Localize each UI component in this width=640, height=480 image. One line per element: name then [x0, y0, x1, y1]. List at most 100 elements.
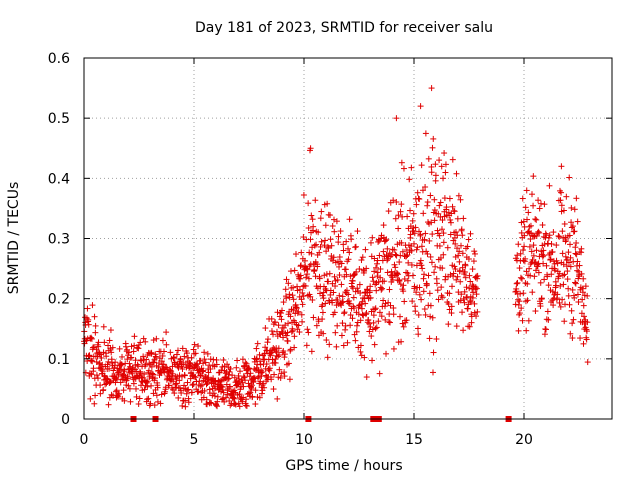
data-point — [315, 229, 322, 236]
data-point — [428, 169, 435, 176]
data-point — [321, 272, 328, 279]
data-point — [519, 317, 526, 324]
data-point — [328, 242, 335, 249]
data-point — [224, 387, 231, 394]
data-point — [336, 272, 343, 279]
data-point — [229, 372, 236, 379]
data-point — [304, 271, 311, 278]
data-point — [566, 174, 573, 181]
data-point — [287, 347, 294, 354]
data-point — [271, 371, 278, 378]
data-point — [374, 260, 381, 267]
data-point — [97, 390, 104, 397]
data-point — [553, 257, 560, 264]
data-point — [409, 217, 416, 224]
data-point — [520, 218, 527, 225]
data-point — [447, 271, 454, 278]
data-point — [136, 368, 143, 375]
data-point — [554, 291, 561, 298]
data-point — [285, 320, 292, 327]
data-point — [308, 212, 315, 219]
data-point — [256, 394, 263, 401]
data-point — [103, 353, 110, 360]
data-point — [179, 402, 186, 409]
data-point — [312, 197, 319, 204]
data-point — [286, 376, 293, 383]
data-point — [120, 387, 127, 394]
data-point — [360, 312, 367, 319]
data-point — [94, 375, 101, 382]
data-point — [95, 339, 102, 346]
data-point — [241, 374, 248, 381]
data-point — [474, 308, 481, 315]
data-point — [357, 289, 364, 296]
data-point — [452, 240, 459, 247]
data-point — [158, 391, 165, 398]
data-point — [253, 355, 260, 362]
data-point — [576, 262, 583, 269]
data-point — [524, 297, 531, 304]
data-point — [436, 243, 443, 250]
data-point — [546, 232, 553, 239]
data-point — [297, 275, 304, 282]
data-point — [418, 262, 425, 269]
data-point — [356, 265, 363, 272]
data-point — [438, 226, 445, 233]
data-point — [274, 309, 281, 316]
data-point — [278, 328, 285, 335]
data-point — [520, 290, 527, 297]
data-point — [242, 377, 249, 384]
data-point — [526, 243, 533, 250]
data-point — [84, 305, 91, 312]
data-point — [267, 352, 274, 359]
data-point — [516, 298, 523, 305]
data-point — [346, 216, 353, 223]
data-point — [92, 392, 99, 399]
data-point — [391, 246, 398, 253]
data-point — [568, 224, 575, 231]
data-point — [449, 203, 456, 210]
data-point — [419, 187, 426, 194]
data-point — [394, 271, 401, 278]
y-tick-label: 0.1 — [48, 352, 70, 368]
data-point — [290, 284, 297, 291]
data-point — [133, 393, 140, 400]
data-point — [295, 322, 302, 329]
data-point — [397, 281, 404, 288]
data-point — [421, 271, 428, 278]
data-point — [207, 365, 214, 372]
data-point — [419, 265, 426, 272]
data-point — [384, 245, 391, 252]
data-point — [555, 273, 562, 280]
data-point — [182, 403, 189, 410]
data-point — [418, 162, 425, 169]
data-point — [135, 345, 142, 352]
data-point — [416, 228, 423, 235]
data-point — [514, 252, 521, 259]
data-point — [527, 272, 534, 279]
data-point — [184, 387, 191, 394]
data-point — [301, 257, 308, 264]
data-point — [87, 395, 94, 402]
data-point — [464, 305, 471, 312]
data-point — [308, 348, 315, 355]
data-point — [450, 273, 457, 280]
data-point — [326, 341, 333, 348]
data-point — [171, 390, 178, 397]
data-point — [406, 176, 413, 183]
data-point — [427, 253, 434, 260]
data-point — [516, 310, 523, 317]
data-point — [258, 390, 265, 397]
data-point — [176, 377, 183, 384]
data-point — [282, 286, 289, 293]
data-point — [128, 354, 135, 361]
data-point — [530, 173, 537, 180]
data-point — [559, 228, 566, 235]
data-point — [372, 305, 379, 312]
data-point — [268, 328, 275, 335]
data-point — [431, 217, 438, 224]
data-point — [125, 382, 132, 389]
data-point — [469, 266, 476, 273]
data-point — [388, 268, 395, 275]
data-point — [578, 310, 585, 317]
